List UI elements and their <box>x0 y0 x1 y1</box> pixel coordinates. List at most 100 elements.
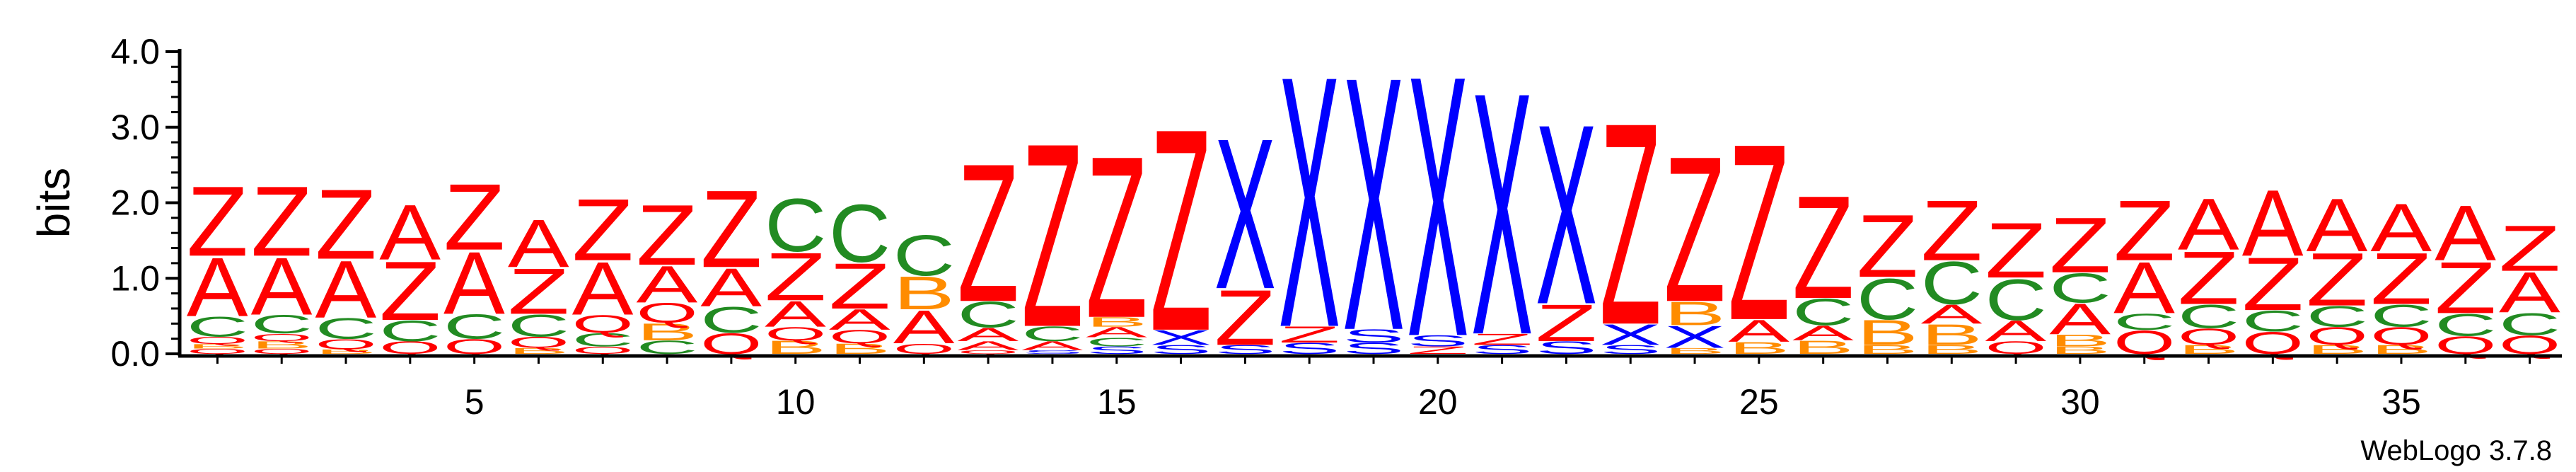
logo-letter-c: C <box>700 299 762 340</box>
x-tick-label: 35 <box>2381 382 2421 422</box>
logo-letter-c: C <box>1921 249 1983 317</box>
logo-letter-c: C <box>315 312 376 345</box>
logo-letter-z: Z <box>1471 330 1533 348</box>
logo-letter-z: Z <box>251 166 313 277</box>
logo-letter-s: S <box>1150 343 1212 357</box>
logo-letter-a: A <box>636 255 697 314</box>
logo-letter-z: Z <box>1921 183 1983 279</box>
logo-letter-a: A <box>2049 294 2111 344</box>
logo-letter-z: Z <box>829 250 890 323</box>
logo-letter-z: Z <box>2370 238 2432 320</box>
logo-letter-q: Q <box>636 297 697 329</box>
logo-letter-a: A <box>443 234 505 333</box>
logo-letter-c: C <box>2435 308 2496 343</box>
logo-letter-c: C <box>379 315 441 347</box>
logo-letter-z: Z <box>1728 93 1789 373</box>
logo-letter-z: Z <box>379 243 441 338</box>
logo-letter-c: C <box>251 310 313 340</box>
logo-letter-q: Q <box>572 345 634 357</box>
logo-letter-b: B <box>187 343 248 350</box>
logo-letter-s: S <box>1214 343 1276 357</box>
x-tick-label: 10 <box>776 382 816 422</box>
logo-letter-z: Z <box>443 165 505 270</box>
logo-letter-b: B <box>1921 318 1983 352</box>
logo-letter-a: A <box>958 324 1019 345</box>
logo-letter-a: A <box>700 257 762 318</box>
logo-letter-x: X <box>1664 319 1725 355</box>
logo-letter-z: Z <box>508 255 569 328</box>
logo-letter-z: Z <box>2049 202 2111 289</box>
y-tick-label: 1.0 <box>110 258 160 298</box>
logo-letter-z: Z <box>1857 196 1918 296</box>
logo-letter-q: Q <box>251 347 313 356</box>
logo-letter-a: A <box>1086 324 1147 340</box>
logo-letter-a: A <box>2499 260 2560 325</box>
logo-letter-b: B <box>1086 314 1147 330</box>
logo-letter-q: Q <box>251 331 313 343</box>
logo-letter-z: Z <box>958 123 1019 343</box>
logo-letter-a: A <box>251 241 313 333</box>
logo-letter-s: S <box>1086 345 1147 357</box>
x-tick-label: 15 <box>1097 382 1137 422</box>
logo-letter-c: C <box>572 329 634 350</box>
logo-letter-z: Z <box>765 238 826 315</box>
logo-letter-a: A <box>1021 339 1083 353</box>
logo-letter-q: Q <box>572 310 634 338</box>
logo-letter-z: Z <box>1664 113 1725 345</box>
logo-letter-q: Q <box>958 349 1019 355</box>
logo-letter-b: B <box>1857 343 1918 357</box>
logo-letter-b: B <box>2307 343 2368 357</box>
y-tick-label: 3.0 <box>110 108 160 147</box>
logo-letter-z: Z <box>187 166 248 277</box>
logo-letter-x: X <box>1407 0 1468 415</box>
logo-letter-s: S <box>1021 349 1083 355</box>
logo-letter-c: C <box>1086 335 1147 349</box>
logo-letter-q: Q <box>829 326 890 347</box>
logo-letter-c: C <box>893 223 955 287</box>
logo-letter-q: Q <box>2307 322 2368 350</box>
logo-letter-z: Z <box>2178 236 2239 320</box>
logo-letter-z: Z <box>1214 274 1276 362</box>
logo-letter-c: C <box>1792 291 1854 333</box>
logo-letter-q: Q <box>765 323 826 345</box>
logo-letter-q: Q <box>187 347 248 356</box>
logo-letter-x: X <box>1536 71 1597 358</box>
logo-letter-z: Z <box>1792 165 1854 329</box>
logo-letter-z: Z <box>1536 294 1597 352</box>
logo-letter-a: A <box>893 300 955 353</box>
logo-letter-z: Z <box>315 169 376 280</box>
logo-letter-c: C <box>2370 299 2432 333</box>
y-axis-ticks: 0.0 1.0 2.0 3.0 4.0 <box>110 32 180 374</box>
logo-letter-b: B <box>1664 294 1725 332</box>
logo-letter-c: C <box>2049 265 2111 311</box>
logo-letter-q: Q <box>2370 322 2432 350</box>
x-tick-label: 20 <box>1418 382 1458 422</box>
logo-letter-b: B <box>893 267 955 320</box>
logo-letter-a: A <box>315 244 376 335</box>
logo-letter-c: C <box>443 308 505 347</box>
x-tick-label: 5 <box>465 382 485 422</box>
logo-letter-z: Z <box>1985 207 2047 294</box>
logo-letter-b: B <box>636 318 697 345</box>
logo-letter-z: Z <box>1407 345 1468 357</box>
logo-letter-b: B <box>1664 346 1725 355</box>
logo-letter-c: C <box>2307 300 2368 333</box>
logo-letter-x: X <box>1471 20 1533 407</box>
logo-letter-s: S <box>1471 343 1533 357</box>
logo-letter-a: A <box>2370 190 2432 266</box>
logo-letter-z: Z <box>1600 62 1661 386</box>
logo-letter-x: X <box>1279 2 1340 403</box>
y-tick-label: 0.0 <box>110 334 160 374</box>
logo-letter-c: C <box>187 311 248 343</box>
logo-letter-c: C <box>829 188 890 280</box>
logo-letter-s: S <box>1407 332 1468 350</box>
logo-letter-z: Z <box>2242 242 2304 326</box>
logo-letter-c: C <box>1021 322 1083 345</box>
weblogo-credit: WebLogo 3.7.8 <box>2360 435 2552 466</box>
logo-letter-b: B <box>251 339 313 351</box>
logo-letter-a: A <box>572 247 634 331</box>
x-axis-ticks: 5 10 15 20 25 30 35 <box>216 356 2531 422</box>
logo-letter-c: C <box>2113 309 2175 335</box>
logo-letter-s: S <box>1342 326 1404 347</box>
logo-letter-b: B <box>2178 343 2239 357</box>
